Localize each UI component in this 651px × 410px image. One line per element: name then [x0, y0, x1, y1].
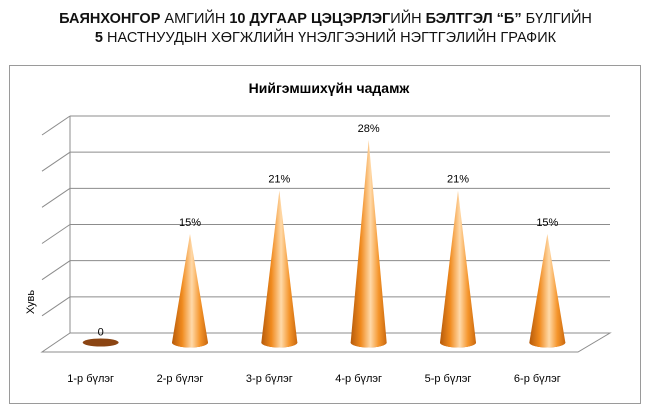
cone-bar [440, 190, 476, 348]
x-tick-label: 1-р бүлэг [67, 373, 114, 385]
gridline-side [41, 260, 71, 281]
data-label: 15% [179, 217, 201, 229]
gridline-side [41, 151, 71, 172]
cone-bar [172, 234, 208, 348]
title-segment: АМГИЙН [160, 11, 230, 27]
y-axis-label: Хувь [25, 290, 37, 314]
gridlines [40, 115, 612, 353]
x-axis-tick-labels: 1-р бүлэг 2-р бүлэг 3-р бүлэг 4-р бүлэг 5-р … [67, 373, 560, 385]
gridline-side [41, 187, 71, 208]
data-label: 21% [268, 174, 290, 186]
cone-bar [261, 190, 298, 348]
x-tick-label: 3-р бүлэг [246, 373, 293, 385]
data-series [82, 139, 566, 348]
x-tick-label: 6-р бүлэг [514, 373, 561, 385]
gridline-side [41, 224, 71, 244]
title-segment: 10 ДУГААР ЦЭЦЭРЛЭГ [229, 11, 391, 27]
data-label: 21% [447, 174, 469, 186]
data-labels: 0 15% 21% 28% 21% 15% [98, 123, 559, 339]
title-segment: БАЯНХОНГОР [59, 11, 161, 27]
x-tick-label: 5-р бүлэг [425, 373, 472, 385]
cone-bar [350, 139, 387, 348]
page-title: БАЯНХОНГОР АМГИЙН 10 ДУГААР ЦЭЦЭРЛЭГИЙН … [0, 10, 651, 48]
gridline-side [41, 115, 71, 136]
chart-title: Нийгэмшихүйн чадамж [249, 80, 411, 96]
data-label: 15% [536, 217, 558, 229]
data-label: 0 [98, 327, 104, 339]
title-segment: ИЙН [390, 11, 426, 27]
title-segment: НАСТНУУДЫН ХӨГЖЛИЙН ҮНЭЛГЭЭНИЙ НЭГТГЭЛИЙ… [103, 30, 557, 46]
cone-bar-zero [82, 338, 119, 347]
title-segment: БҮЛГИЙН [521, 11, 592, 27]
x-tick-label: 2-р бүлэг [157, 373, 204, 385]
floor [40, 332, 612, 353]
x-tick-label: 4-р бүлэг [335, 373, 382, 385]
data-label: 28% [358, 123, 380, 135]
page-title-line-2: 5 НАСТНУУДЫН ХӨГЖЛИЙН ҮНЭЛГЭЭНИЙ НЭГТГЭЛ… [0, 29, 651, 48]
title-segment: БЭЛТГЭЛ “Б” [425, 11, 522, 27]
gridline-side [41, 296, 71, 317]
cone-bar [529, 234, 566, 348]
title-segment: 5 [94, 30, 103, 46]
page-title-line-1: БАЯНХОНГОР АМГИЙН 10 ДУГААР ЦЭЦЭРЛЭГИЙН … [0, 10, 651, 29]
